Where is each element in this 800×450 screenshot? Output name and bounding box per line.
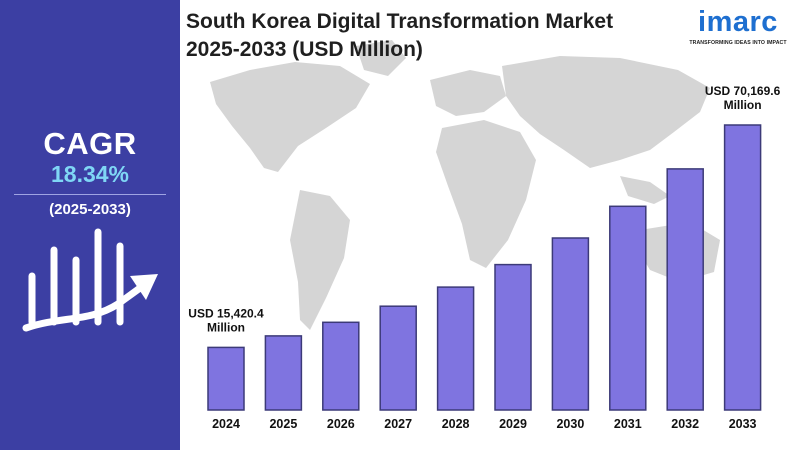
x-tick-label-2031: 2031: [614, 417, 642, 431]
data-label-2033-line-1: USD 70,169.6: [705, 84, 781, 98]
chart-title-line-1: South Korea Digital Transformation Marke…: [186, 10, 614, 33]
chart-title: South Korea Digital Transformation Marke…: [186, 8, 676, 64]
world-map-background: [210, 40, 720, 330]
bar-2025: [264, 335, 303, 411]
logo-wordmark: imarc: [698, 6, 778, 38]
data-label-2024-line-1: USD 15,420.4: [188, 306, 264, 320]
bar-2024: [207, 346, 245, 411]
x-tick-label-2027: 2027: [384, 417, 412, 431]
bar-2031: [609, 205, 647, 411]
growth-chart-icon: [22, 228, 158, 332]
cagr-period: (2025-2033): [49, 201, 131, 218]
bar-2027: [379, 305, 417, 411]
x-tick-label-2033: 2033: [729, 417, 757, 431]
x-tick-label-2030: 2030: [556, 417, 584, 431]
bar-2026: [322, 321, 360, 411]
logo-tagline: TRANSFORMING IDEAS INTO IMPACT: [689, 40, 787, 46]
imarc-logo: imarc TRANSFORMING IDEAS INTO IMPACT: [683, 6, 793, 50]
x-tick-label-2026: 2026: [327, 417, 355, 431]
chart-title-line-2: 2025-2033 (USD Million): [186, 38, 423, 61]
x-tick-label-2032: 2032: [671, 417, 699, 431]
data-label-2024-line-2: Million: [207, 320, 245, 334]
cagr-divider: [14, 194, 166, 195]
bar-2033: [723, 124, 762, 411]
x-tick-label-2028: 2028: [442, 417, 470, 431]
cagr-value: 18.34%: [50, 161, 129, 187]
data-label-2033-line-2: Million: [724, 98, 762, 112]
cagr-panel: CAGR 18.34% (2025-2033): [0, 0, 180, 450]
bar-2028: [436, 286, 475, 411]
x-tick-label-2024: 2024: [212, 417, 240, 431]
x-tick-label-2029: 2029: [499, 417, 527, 431]
bar-2029: [494, 263, 532, 411]
bar-2030: [551, 237, 590, 411]
bar-2032: [666, 168, 704, 411]
x-tick-label-2025: 2025: [269, 417, 297, 431]
cagr-label: CAGR: [43, 126, 137, 161]
